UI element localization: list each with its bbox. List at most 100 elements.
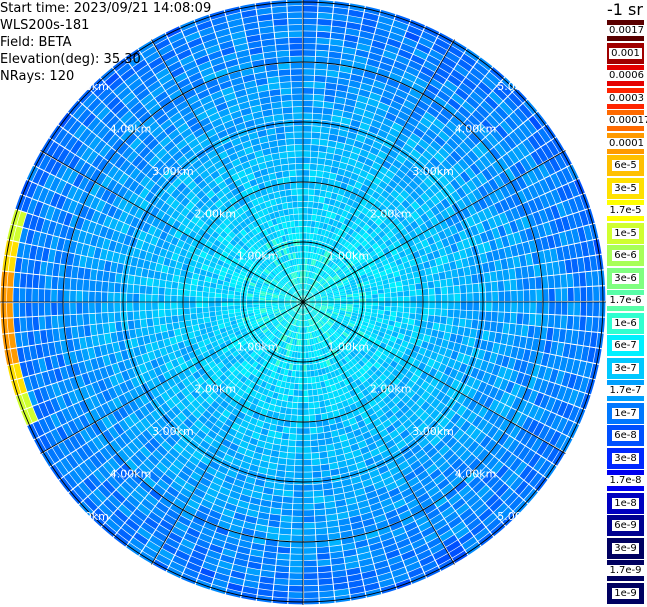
range-gate-cell (349, 152, 359, 161)
range-gate-cell (525, 434, 538, 449)
range-gate-cell (365, 235, 373, 243)
range-gate-cell (200, 455, 212, 466)
range-gate-cell (157, 340, 165, 349)
range-gate-cell (443, 227, 453, 238)
range-gate-cell (370, 286, 378, 291)
range-gate-cell (310, 151, 319, 158)
range-gate-cell (231, 377, 240, 385)
range-gate-cell (347, 368, 355, 376)
range-gate-cell (371, 254, 379, 261)
range-gate-cell (303, 333, 305, 340)
range-gate-cell (415, 207, 425, 217)
range-gate-cell (473, 254, 482, 265)
range-gate-cell (320, 407, 327, 414)
range-gate-cell (469, 163, 481, 176)
range-gate-cell (577, 227, 587, 242)
range-gate-cell (347, 228, 355, 236)
range-gate-cell (495, 483, 509, 498)
range-gate-cell (181, 408, 192, 418)
range-gate-cell (345, 289, 352, 293)
range-gate-cell (346, 324, 354, 330)
range-gate-cell (318, 145, 327, 153)
range-gate-cell (390, 26, 406, 37)
range-gate-cell (361, 336, 369, 343)
range-gate-cell (252, 376, 259, 384)
range-gate-cell (412, 271, 420, 278)
range-gate-cell (538, 209, 549, 224)
range-gate-cell (414, 186, 425, 196)
range-gate-cell (306, 306, 311, 312)
range-gate-cell (324, 95, 335, 103)
range-gate-cell (308, 332, 311, 339)
range-gate-cell (312, 259, 317, 266)
range-gate-cell (303, 188, 309, 195)
range-gate-cell (356, 494, 368, 503)
range-gate-cell (516, 190, 527, 204)
range-gate-cell (364, 524, 377, 533)
range-gate-cell (114, 292, 121, 302)
range-gate-cell (361, 77, 375, 86)
range-gate-cell (323, 243, 329, 250)
range-gate-cell (395, 281, 403, 287)
range-gate-cell (502, 436, 515, 450)
range-gate-cell (283, 356, 289, 363)
range-gate-cell (488, 204, 499, 217)
range-gate-cell (373, 325, 381, 331)
range-gate-cell (351, 521, 364, 530)
range-gate-cell (438, 230, 447, 240)
range-gate-cell (316, 336, 321, 343)
range-gate-cell (327, 205, 334, 212)
range-gate-cell (296, 428, 303, 434)
range-gate-cell (155, 554, 172, 566)
range-gate-cell (192, 324, 200, 332)
range-gate-cell (295, 447, 303, 453)
range-gate-cell (334, 266, 340, 273)
range-gate-cell (381, 234, 390, 243)
range-gate-cell (160, 324, 168, 333)
range-gate-cell (328, 303, 334, 306)
range-gate-cell (310, 440, 319, 447)
range-gate-cell (332, 288, 339, 293)
range-gate-cell (428, 226, 438, 236)
range-gate-cell (353, 325, 361, 331)
range-gate-cell (546, 327, 554, 341)
range-gate-cell (404, 247, 412, 256)
range-gate-cell (296, 326, 300, 333)
range-gate-cell (259, 505, 271, 514)
range-gate-cell (414, 368, 423, 377)
range-gate-cell (356, 175, 366, 184)
range-gate-cell (281, 509, 293, 516)
range-gate-cell (441, 483, 454, 495)
range-gate-cell (317, 158, 326, 165)
range-gate-cell (185, 320, 192, 327)
range-gate-cell (568, 181, 579, 197)
range-gate-cell (323, 265, 329, 272)
range-gate-cell (378, 16, 394, 26)
range-gate-cell (405, 561, 421, 573)
range-gate-cell (273, 337, 279, 344)
range-gate-cell (309, 332, 313, 339)
range-gate-cell (237, 500, 250, 509)
range-gate-cell (419, 94, 433, 106)
range-gate-cell (386, 400, 396, 410)
range-gate-cell (309, 163, 317, 171)
range-gate-cell (552, 261, 560, 275)
range-gate-cell (246, 395, 255, 403)
range-gate-cell (270, 371, 276, 378)
range-gate-cell (560, 274, 568, 288)
range-gate-cell (308, 201, 314, 208)
range-gate-cell (423, 60, 438, 72)
range-gate-cell (224, 369, 232, 378)
range-gate-cell (527, 325, 535, 338)
range-gate-cell (516, 243, 525, 256)
range-gate-cell (337, 328, 344, 334)
range-gate-cell (471, 274, 479, 284)
range-gate-cell (452, 232, 462, 243)
range-gate-cell (437, 330, 445, 339)
range-gate-cell (323, 347, 329, 354)
range-gate-cell (122, 445, 135, 458)
range-gate-cell (334, 148, 344, 156)
range-gate-cell (454, 293, 461, 302)
range-gate-cell (396, 400, 406, 410)
range-gate-cell (227, 496, 239, 506)
